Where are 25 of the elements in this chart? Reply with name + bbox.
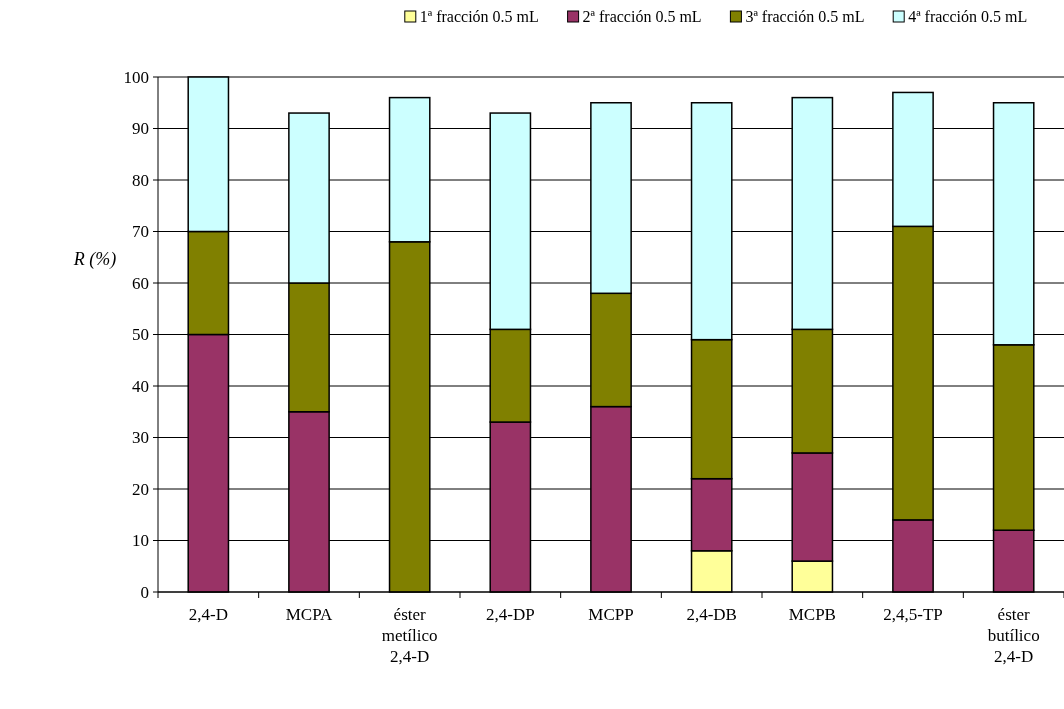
legend-label: 4ª fracción 0.5 mL bbox=[908, 8, 1028, 25]
y-tick-label: 10 bbox=[132, 531, 149, 551]
legend-label: 3ª fracción 0.5 mL bbox=[745, 8, 865, 25]
y-axis-title: R (%) bbox=[72, 248, 117, 270]
y-tick-label: 90 bbox=[132, 119, 149, 139]
y-tick-label: 40 bbox=[132, 376, 149, 396]
y-tick-label: 20 bbox=[132, 479, 149, 499]
y-tick-label: 30 bbox=[132, 428, 149, 448]
x-tick-label: MCPB bbox=[788, 605, 836, 624]
legend-label: 1ª fracción 0.5 mL bbox=[419, 8, 539, 25]
legend-label: 2ª fracción 0.5 mL bbox=[582, 8, 702, 25]
x-tick-label: éster butílico 2,4-D bbox=[987, 605, 1040, 666]
x-tick-label: éster metílico 2,4-D bbox=[381, 605, 438, 666]
y-tick-label: 50 bbox=[132, 325, 149, 345]
x-tick-label: 2,4-DP bbox=[486, 605, 535, 624]
x-tick-label: 2,4,5-TP bbox=[883, 605, 943, 624]
y-tick-label: 0 bbox=[140, 582, 149, 602]
y-tick-label: 80 bbox=[132, 170, 149, 190]
x-tick-label: 2,4-D bbox=[188, 605, 228, 624]
y-tick-label: 100 bbox=[123, 67, 149, 87]
y-tick-label: 60 bbox=[132, 273, 149, 293]
y-tick-label: 70 bbox=[132, 222, 149, 242]
x-tick-label: 2,4-DB bbox=[686, 605, 737, 624]
x-tick-label: MCPP bbox=[588, 605, 634, 624]
x-tick-label: MCPA bbox=[285, 605, 334, 624]
